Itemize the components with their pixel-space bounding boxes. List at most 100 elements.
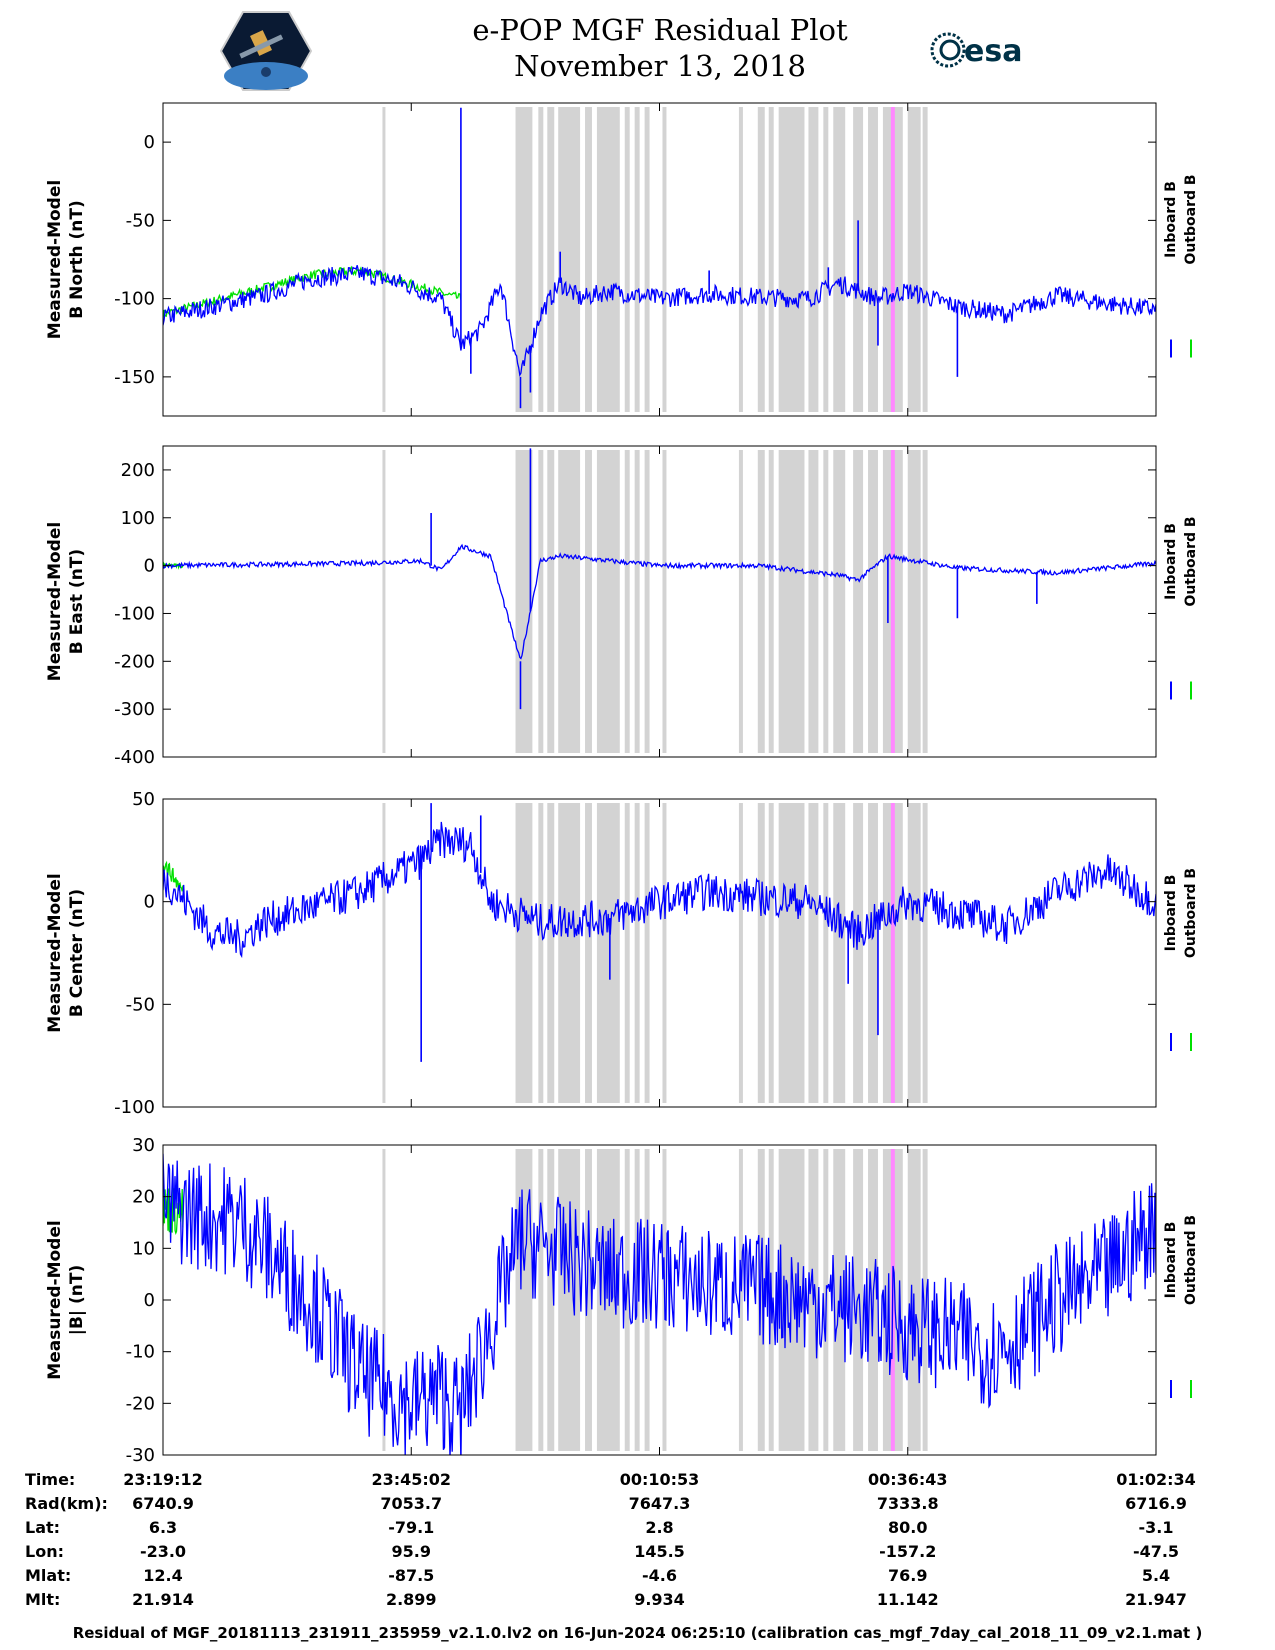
data-gap-band bbox=[922, 450, 928, 753]
y-tick-label: -150 bbox=[114, 367, 155, 388]
data-gap-band bbox=[757, 450, 765, 753]
data-gap-band bbox=[833, 1149, 846, 1451]
data-gap-band bbox=[515, 107, 533, 412]
esa-logo-text: esa bbox=[964, 34, 1022, 69]
table-cell: -87.5 bbox=[388, 1566, 434, 1585]
table-cell: 7647.3 bbox=[629, 1494, 691, 1513]
data-gap-band bbox=[922, 803, 928, 1103]
panel-frame bbox=[162, 445, 1157, 758]
data-gap-band bbox=[757, 107, 765, 412]
data-gap-band bbox=[585, 107, 592, 412]
series-line-outboard-b bbox=[163, 860, 184, 892]
data-gap-band bbox=[662, 450, 667, 753]
data-gap-band bbox=[558, 107, 581, 412]
panel-3: 50 0 -50 -100 Measured-Model B Center (nT) Inb… bbox=[45, 789, 1199, 1118]
y-tick-label: 200 bbox=[121, 460, 155, 481]
legend-label: Outboard B bbox=[1183, 174, 1199, 264]
data-gap-band bbox=[868, 450, 878, 753]
table-cell: 6740.9 bbox=[132, 1494, 194, 1513]
marker-band bbox=[890, 107, 895, 412]
table-cell: 2.899 bbox=[386, 1590, 437, 1609]
y-tick-label: -300 bbox=[114, 699, 155, 720]
table-row-label: Lat: bbox=[25, 1518, 60, 1537]
table-cell: 80.0 bbox=[888, 1518, 927, 1537]
data-gap-band bbox=[662, 107, 667, 412]
table-cell: 76.9 bbox=[888, 1566, 927, 1585]
table-cell: 01:02:34 bbox=[1116, 1470, 1196, 1489]
y-tick-label: 0 bbox=[144, 132, 155, 153]
table-cell: 21.947 bbox=[1125, 1590, 1187, 1609]
table-cell: 2.8 bbox=[645, 1518, 673, 1537]
data-gap-band bbox=[538, 803, 544, 1103]
y-tick-label: 10 bbox=[132, 1238, 155, 1259]
panel-2: 200 100 0 -100 -200 -300 -400 Measured-Model B E… bbox=[45, 445, 1199, 768]
series-group bbox=[163, 448, 1156, 710]
data-gap-band bbox=[833, 803, 846, 1103]
legend-label: Outboard B bbox=[1183, 868, 1199, 958]
series-group bbox=[163, 803, 1156, 1062]
panel-1: 0 -50 -100 -150 Measured-Model B North (nT) In… bbox=[45, 102, 1199, 417]
y-tick-label: 20 bbox=[132, 1187, 155, 1208]
legend-label: Outboard B bbox=[1183, 1215, 1199, 1305]
table-row-label: Lon: bbox=[25, 1542, 64, 1561]
data-gap-band bbox=[538, 450, 544, 753]
series-line-inboard-b bbox=[163, 265, 1156, 378]
data-gap-band bbox=[596, 450, 620, 753]
table-cell: 23:45:02 bbox=[371, 1470, 451, 1489]
table-cell: 7333.8 bbox=[877, 1494, 939, 1513]
panel-4: 30 20 10 0 -10 -20 -30 Measured-Model |B| (nT) In… bbox=[45, 1135, 1199, 1466]
cassiope-logo-icon bbox=[220, 11, 312, 91]
table-cell: 21.914 bbox=[132, 1590, 194, 1609]
panel-frame bbox=[162, 102, 1157, 417]
data-gap-band bbox=[382, 1149, 386, 1451]
data-gap-band bbox=[922, 1149, 928, 1451]
data-gap-band bbox=[738, 107, 743, 412]
data-gap-band bbox=[624, 107, 630, 412]
data-gap-band bbox=[634, 803, 640, 1103]
table-cell: 00:10:53 bbox=[620, 1470, 700, 1489]
table-cell: 95.9 bbox=[392, 1542, 431, 1561]
table-cell: 23:19:12 bbox=[123, 1470, 203, 1489]
data-gap-band bbox=[757, 803, 765, 1103]
y-tick-label: 0 bbox=[144, 892, 155, 913]
data-gap-band bbox=[596, 107, 620, 412]
data-gap-band bbox=[922, 107, 928, 412]
table-row-label: Time: bbox=[25, 1470, 75, 1489]
data-gap-band bbox=[585, 803, 592, 1103]
data-gap-band bbox=[823, 450, 829, 753]
table-cell: 5.4 bbox=[1142, 1566, 1170, 1585]
data-gap-band bbox=[624, 450, 630, 753]
marker-band bbox=[890, 803, 895, 1103]
y-tick-label: 30 bbox=[132, 1135, 155, 1156]
table-row-label: Mlt: bbox=[25, 1590, 60, 1609]
y-tick-label: 100 bbox=[121, 508, 155, 529]
table-cell: 00:36:43 bbox=[868, 1470, 948, 1489]
table-cell: 9.934 bbox=[634, 1590, 685, 1609]
y-tick-label: 0 bbox=[144, 556, 155, 577]
legend-label: Inboard B bbox=[1163, 875, 1179, 952]
footer-caption: Residual of MGF_20181113_231911_235959_v… bbox=[72, 1624, 1203, 1642]
data-gap-band bbox=[662, 803, 667, 1103]
legend-label: Inboard B bbox=[1163, 181, 1179, 258]
series-group bbox=[163, 107, 1156, 409]
table-cell: 12.4 bbox=[143, 1566, 182, 1585]
data-gap-band bbox=[624, 803, 630, 1103]
data-gap-band bbox=[823, 803, 829, 1103]
y-axis-label: Measured-Model bbox=[45, 1220, 65, 1379]
y-axis-label: B East (nT) bbox=[67, 549, 87, 654]
y-tick-label: -10 bbox=[126, 1342, 155, 1363]
data-gap-band bbox=[778, 803, 805, 1103]
data-gap-band bbox=[624, 1149, 630, 1451]
data-gap-band bbox=[808, 450, 819, 753]
data-gap-band bbox=[558, 450, 581, 753]
orbit-table: Time: Rad(km): Lat: Lon: Mlat: Mlt: 23:19:12 67… bbox=[25, 1470, 1196, 1609]
table-cell: -3.1 bbox=[1139, 1518, 1174, 1537]
data-gap-band bbox=[853, 803, 864, 1103]
table-cell: -157.2 bbox=[879, 1542, 936, 1561]
series-line-inboard-b bbox=[163, 1153, 1156, 1455]
data-gap-band bbox=[558, 1149, 581, 1451]
y-tick-label: -100 bbox=[114, 289, 155, 310]
y-axis-label: B Center (nT) bbox=[67, 889, 87, 1017]
legend-label: Outboard B bbox=[1183, 516, 1199, 606]
